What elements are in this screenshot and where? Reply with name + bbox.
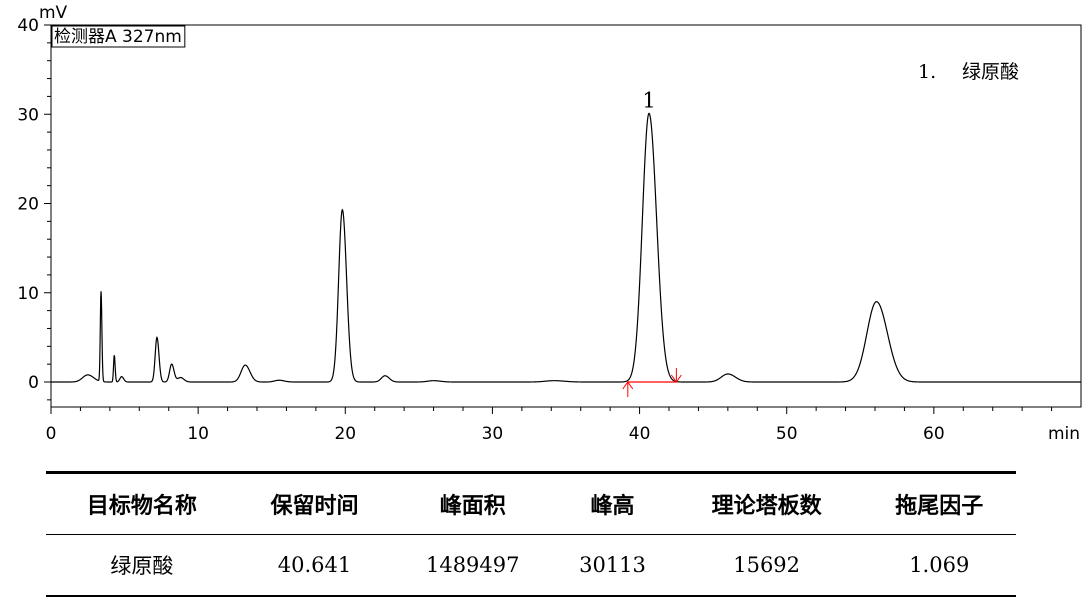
table-header-row: 目标物名称 保留时间 峰面积 峰高 理论塔板数 拖尾因子 — [46, 471, 1016, 535]
y-tick-label: 30 — [17, 105, 39, 125]
header-cell: 目标物名称 — [46, 471, 238, 535]
y-tick-label: 10 — [17, 284, 39, 304]
chromatogram-trace — [51, 112, 1081, 383]
table-cell: 40.641 — [237, 534, 392, 597]
x-tick-label: 10 — [187, 424, 209, 444]
table-cell: 1489497 — [391, 534, 555, 597]
table-cell: 1.069 — [862, 534, 1016, 597]
header-cell: 峰高 — [554, 471, 671, 535]
chart-axes — [50, 24, 1082, 408]
header-cell: 保留时间 — [237, 471, 392, 535]
legend-number: 1. — [918, 61, 936, 83]
chromatogram-chart: 0 10 20 30 40 50 60 0 10 20 30 40 mV min 检测器A 327nm 1 1… — [17, 3, 1082, 444]
y-tick-label: 40 — [17, 16, 39, 36]
x-tick-label: 40 — [629, 424, 651, 444]
start-marker-arrow — [622, 381, 634, 390]
y-tick-label: 0 — [28, 373, 39, 393]
table-row: 绿原酸 40.641 1489497 30113 15692 1.069 — [46, 534, 1016, 597]
header-cell: 理论塔板数 — [670, 471, 863, 535]
end-marker-arrow — [670, 374, 682, 383]
table-cell: 绿原酸 — [46, 534, 238, 597]
x-tick-label: 50 — [776, 424, 798, 444]
x-tick-label: 20 — [334, 424, 356, 444]
detector-label: 检测器A 327nm — [54, 27, 182, 47]
header-cell: 拖尾因子 — [862, 471, 1016, 535]
peak-label: 1 — [642, 88, 655, 112]
x-unit-label: min — [1048, 424, 1080, 444]
detector-label-box — [51, 25, 186, 48]
table-cell: 30113 — [554, 534, 671, 597]
chart-ticks: 0 10 20 30 40 50 60 0 10 20 30 40 — [17, 16, 1053, 444]
y-tick-label: 20 — [17, 195, 39, 215]
x-tick-label: 30 — [482, 424, 504, 444]
chart-labels: mV min 检测器A 327nm 1 1. 绿原酸 — [39, 3, 1080, 444]
x-tick-label: 0 — [46, 424, 57, 444]
results-table: 目标物名称 保留时间 峰面积 峰高 理论塔板数 拖尾因子 绿原酸 40.641 … — [46, 471, 1016, 597]
x-tick-label: 60 — [923, 424, 945, 444]
table-cell: 15692 — [670, 534, 863, 597]
y-unit-label: mV — [39, 3, 68, 23]
plot-frame — [50, 24, 1082, 408]
header-cell: 峰面积 — [391, 471, 555, 535]
integration-markers — [622, 368, 682, 398]
legend-name: 绿原酸 — [962, 61, 1019, 83]
